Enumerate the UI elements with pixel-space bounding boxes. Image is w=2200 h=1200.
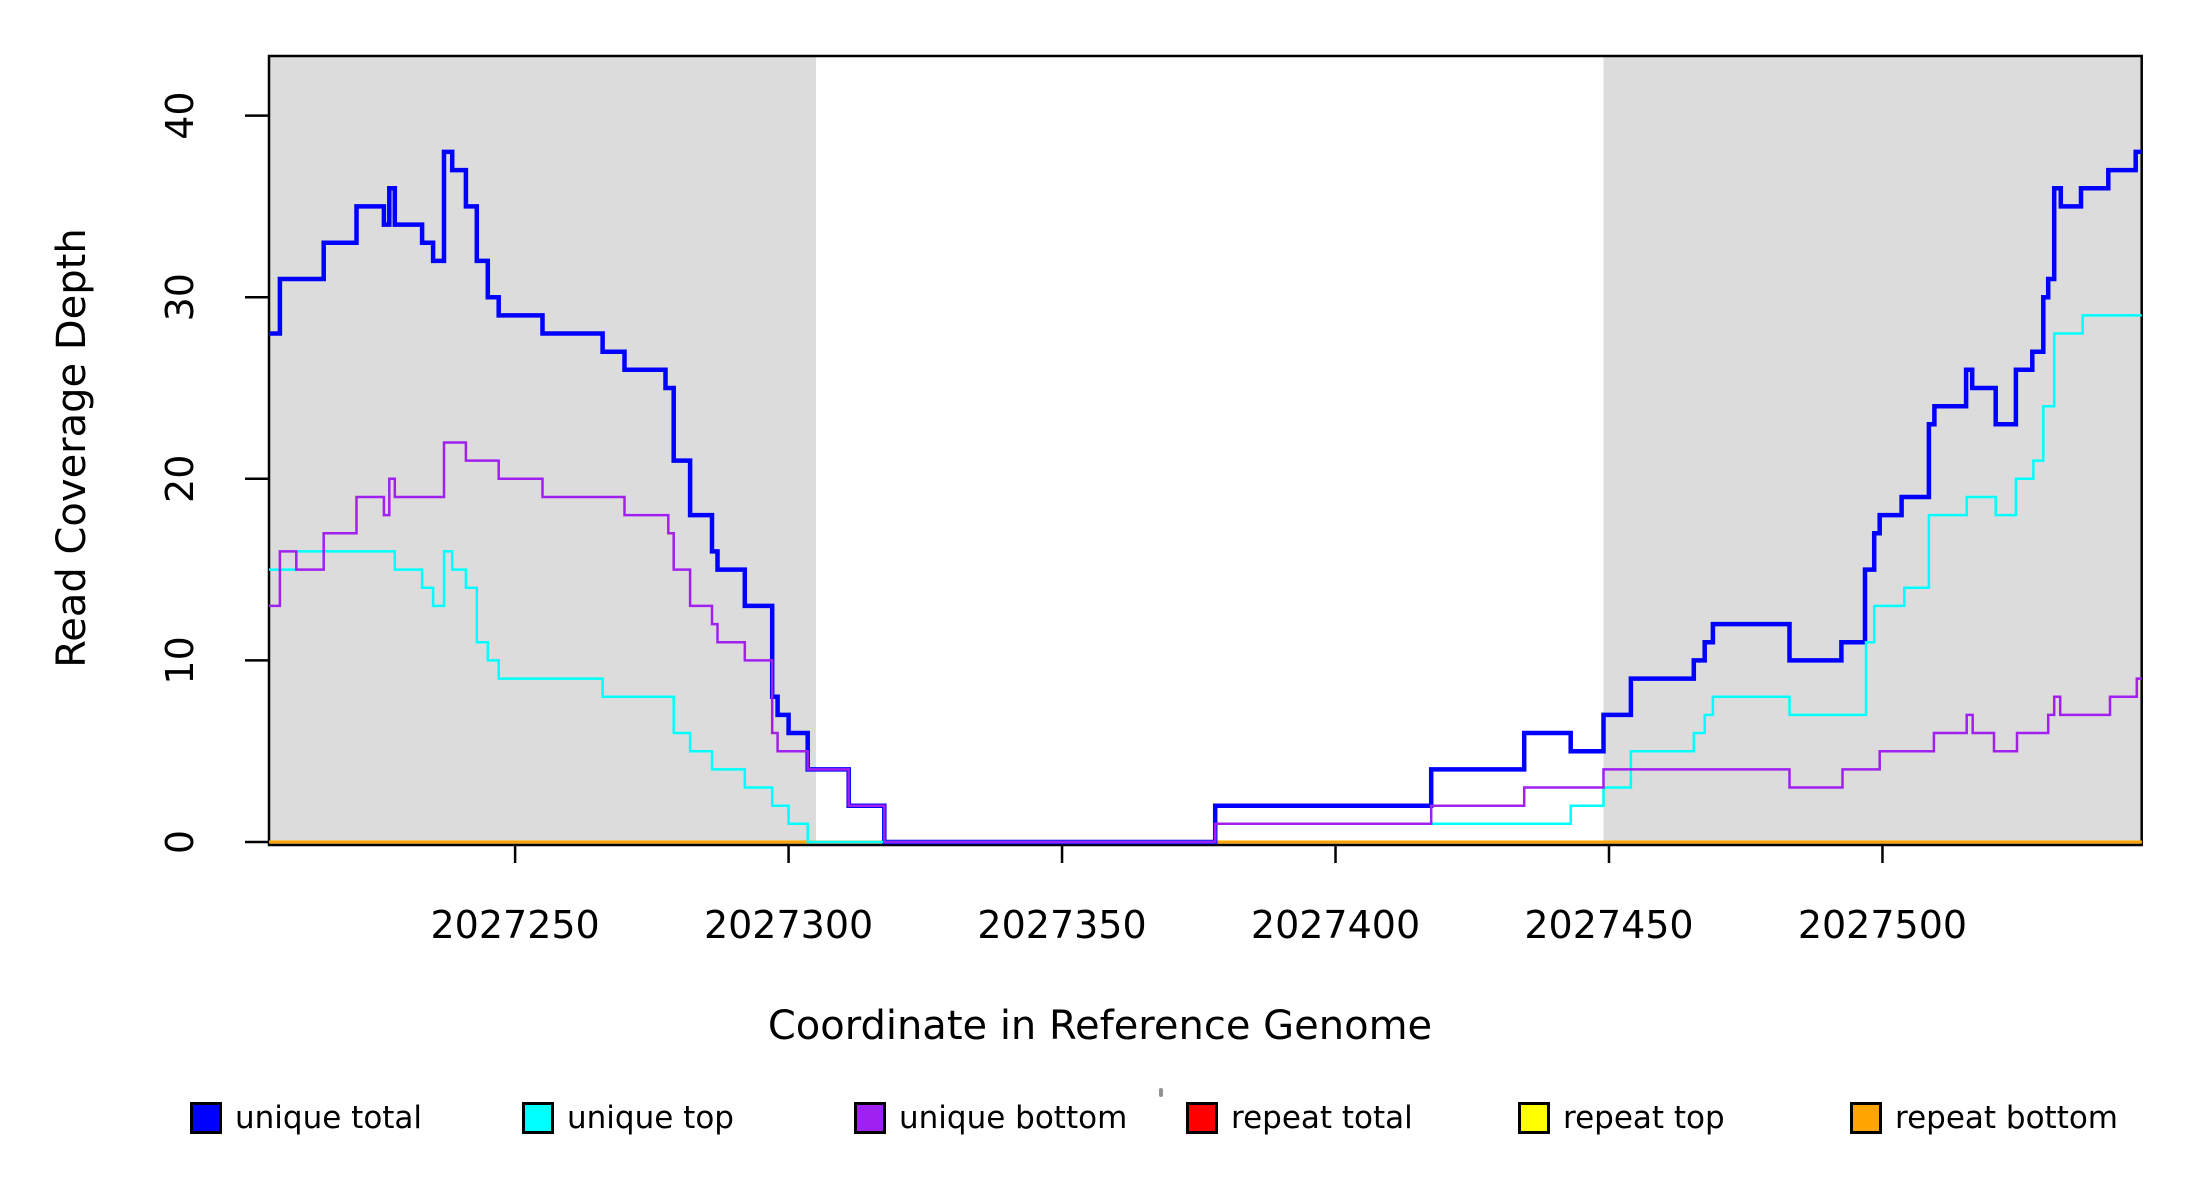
legend-item-repeat-bottom: repeat bottom [1850,1096,2118,1140]
y-tick-label: 20 [158,455,202,503]
x-tick-label: 2027400 [1251,903,1420,947]
repeat-bottom-swatch-icon [1850,1102,1882,1134]
x-axis-title: Coordinate in Reference Genome [767,1003,1433,1049]
stray-mark [1159,1088,1163,1097]
legend-item-repeat-total: repeat total [1186,1096,1413,1140]
x-tick-label: 2027500 [1798,903,1967,947]
legend-item-unique-top: unique top [522,1096,734,1140]
unique-top-swatch-icon [522,1102,554,1134]
legend-label: repeat total [1231,1100,1413,1136]
legend: unique total unique top unique bottom re… [0,1096,2200,1144]
y-tick-label: 0 [158,830,202,854]
x-tick-label: 2027300 [704,903,873,947]
legend-label: unique total [235,1100,423,1136]
plot-border [267,54,2143,847]
legend-label: unique top [567,1100,734,1136]
left-gray-region [269,56,816,845]
y-tick-label: 30 [158,273,202,321]
x-tick-label: 2027350 [977,903,1146,947]
y-tick-label: 10 [158,636,202,684]
legend-item-unique-bottom: unique bottom [854,1096,1127,1140]
x-tick-label: 2027250 [430,903,599,947]
right-gray-region [1603,56,2142,845]
y-tick-label: 40 [158,91,202,139]
unique-total-swatch-icon [190,1102,222,1134]
x-tick-label: 2027450 [1524,903,1693,947]
legend-label: repeat top [1563,1100,1725,1136]
repeat-top-swatch-icon [1518,1102,1550,1134]
unique-bottom-swatch-icon [854,1102,886,1134]
legend-item-unique-total: unique total [190,1096,422,1140]
legend-label: unique bottom [899,1100,1128,1136]
legend-label: repeat bottom [1895,1100,2119,1136]
y-axis-title: Read Coverage Depth [49,228,95,668]
repeat-total-swatch-icon [1186,1102,1218,1134]
series-unique-bottom [269,441,2142,844]
legend-item-repeat-top: repeat top [1518,1096,1725,1140]
